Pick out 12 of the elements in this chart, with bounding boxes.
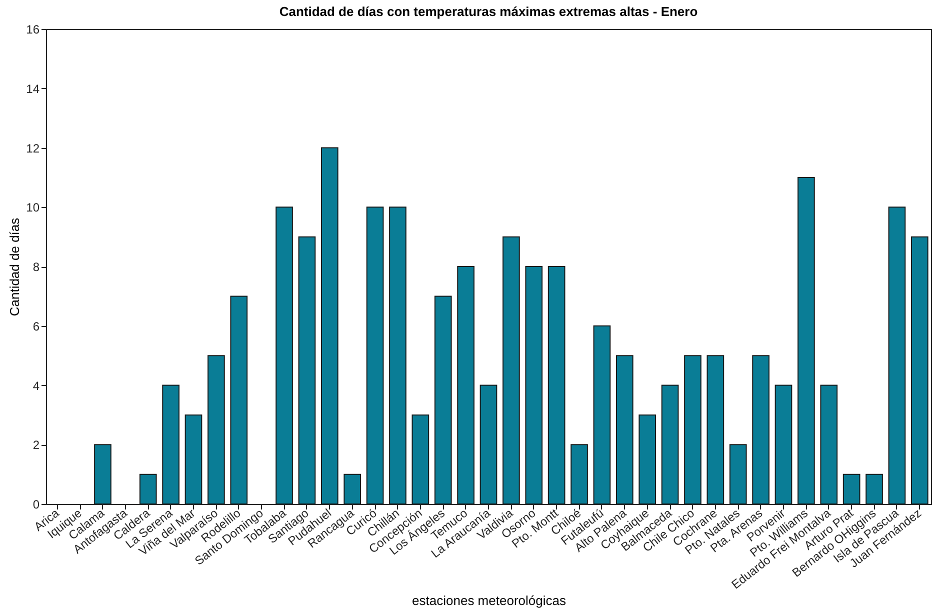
y-tick-label: 12 <box>26 141 40 156</box>
y-tick-label: 4 <box>32 378 40 393</box>
y-tick-label: 6 <box>32 319 40 334</box>
y-tick-label: 10 <box>26 200 40 215</box>
y-tick-label: 2 <box>32 438 40 452</box>
y-tick-label: 0 <box>32 498 40 512</box>
y-tick-label: 16 <box>26 22 40 36</box>
chart-title: Cantidad de días con temperaturas máximas extremas altas - Enero <box>279 4 698 19</box>
y-axis-title: Cantidad de días <box>7 217 22 316</box>
x-axis-title: estaciones meteorológicas <box>412 592 566 608</box>
y-tick-label: 8 <box>32 260 40 274</box>
y-tick-label: 14 <box>26 82 40 96</box>
